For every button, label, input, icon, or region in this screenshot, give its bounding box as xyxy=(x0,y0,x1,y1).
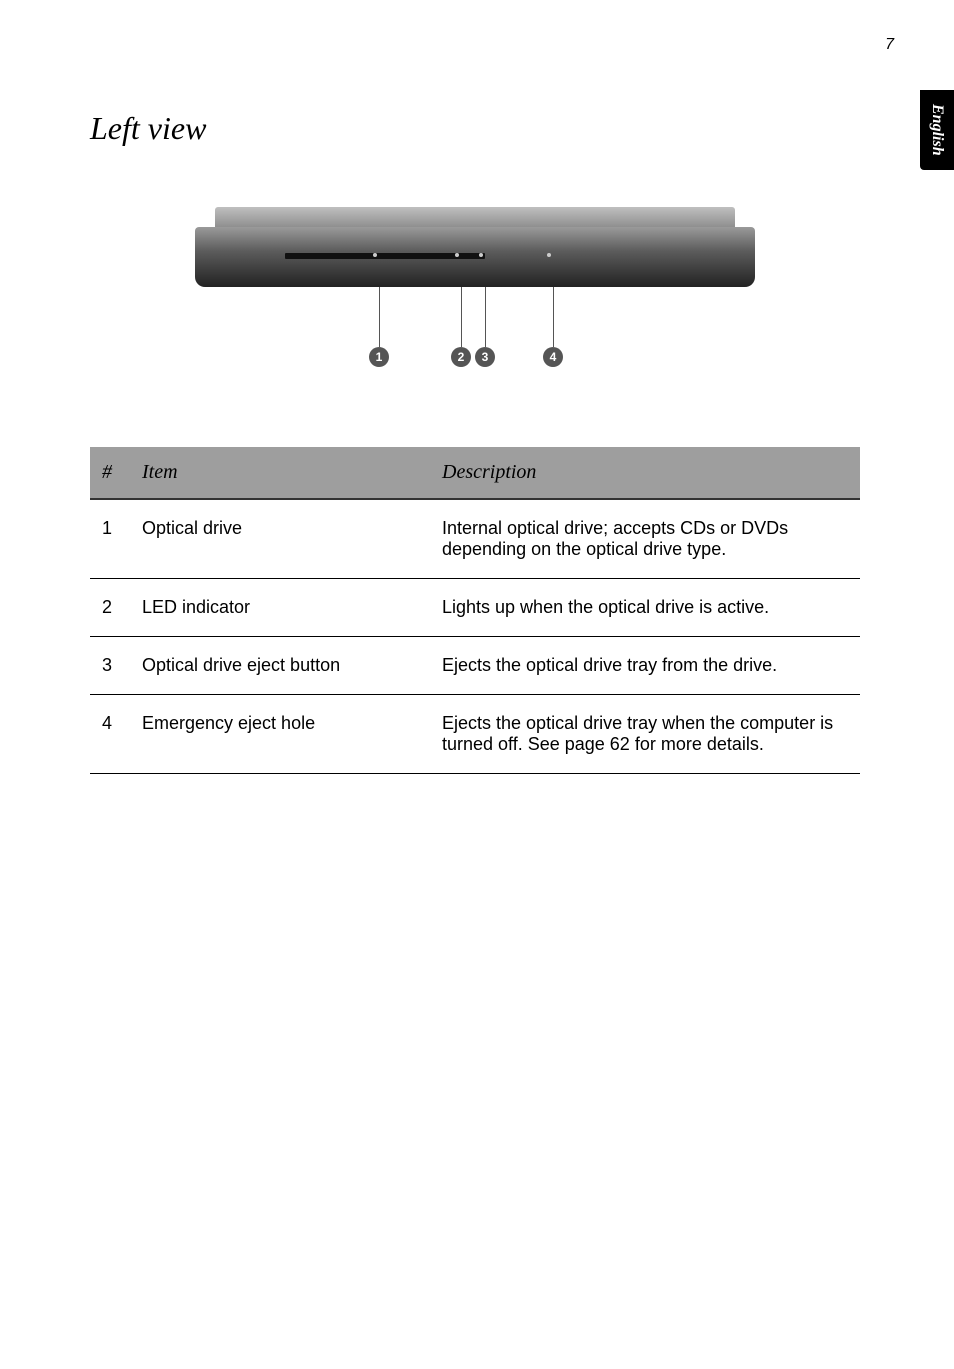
cell-desc: Ejects the optical drive tray from the d… xyxy=(430,637,860,695)
cell-desc: Ejects the optical drive tray when the c… xyxy=(430,695,860,774)
page-number: 7 xyxy=(885,36,894,54)
cell-desc: Lights up when the optical drive is acti… xyxy=(430,579,860,637)
col-header-description: Description xyxy=(430,447,860,499)
table-row: 4 Emergency eject hole Ejects the optica… xyxy=(90,695,860,774)
cell-num: 3 xyxy=(90,637,130,695)
spec-table: # Item Description 1 Optical drive Inter… xyxy=(90,447,860,774)
feature-dot xyxy=(373,253,377,257)
cell-item: Optical drive eject button xyxy=(130,637,430,695)
leader-line xyxy=(379,287,380,347)
callout-3: 3 xyxy=(475,347,495,367)
table-row: 2 LED indicator Lights up when the optic… xyxy=(90,579,860,637)
col-header-number: # xyxy=(90,447,130,499)
cell-item: Emergency eject hole xyxy=(130,695,430,774)
cell-num: 1 xyxy=(90,499,130,579)
callout-1: 1 xyxy=(369,347,389,367)
table-row: 3 Optical drive eject button Ejects the … xyxy=(90,637,860,695)
left-view-diagram: 1 23 4 xyxy=(195,207,755,387)
table-header-row: # Item Description xyxy=(90,447,860,499)
cell-num: 4 xyxy=(90,695,130,774)
table-row: 1 Optical drive Internal optical drive; … xyxy=(90,499,860,579)
laptop-body xyxy=(195,227,755,287)
cell-num: 2 xyxy=(90,579,130,637)
callout-4: 4 xyxy=(543,347,563,367)
laptop-lid xyxy=(215,207,735,227)
leader-line xyxy=(553,287,554,347)
leader-line xyxy=(485,287,486,347)
feature-dot xyxy=(479,253,483,257)
table-body: 1 Optical drive Internal optical drive; … xyxy=(90,499,860,774)
col-header-item: Item xyxy=(130,447,430,499)
feature-dot xyxy=(455,253,459,257)
leader-line xyxy=(461,287,462,347)
page-content: Left view 1234 # Item Description 1 Opti… xyxy=(90,110,860,774)
cell-desc: Internal optical drive; accepts CDs or D… xyxy=(430,499,860,579)
cell-item: Optical drive xyxy=(130,499,430,579)
feature-dot xyxy=(547,253,551,257)
cell-item: LED indicator xyxy=(130,579,430,637)
language-tab: English xyxy=(920,90,954,170)
section-heading: Left view xyxy=(90,110,860,147)
callout-2: 2 xyxy=(451,347,471,367)
